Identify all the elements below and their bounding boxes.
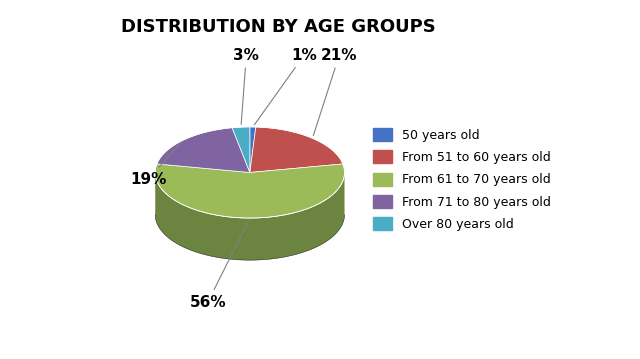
Text: 56%: 56% bbox=[189, 220, 248, 310]
Text: 1%: 1% bbox=[255, 47, 317, 125]
Polygon shape bbox=[157, 128, 250, 172]
Polygon shape bbox=[232, 127, 250, 172]
Text: 21%: 21% bbox=[314, 47, 358, 136]
Text: DISTRIBUTION BY AGE GROUPS: DISTRIBUTION BY AGE GROUPS bbox=[120, 18, 435, 36]
Text: 19%: 19% bbox=[130, 142, 181, 187]
Text: 3%: 3% bbox=[234, 47, 259, 124]
Legend: 50 years old, From 51 to 60 years old, From 61 to 70 years old, From 71 to 80 ye: 50 years old, From 51 to 60 years old, F… bbox=[369, 123, 556, 236]
Polygon shape bbox=[155, 164, 344, 218]
Polygon shape bbox=[250, 127, 256, 172]
Polygon shape bbox=[156, 174, 344, 260]
Polygon shape bbox=[250, 127, 343, 172]
